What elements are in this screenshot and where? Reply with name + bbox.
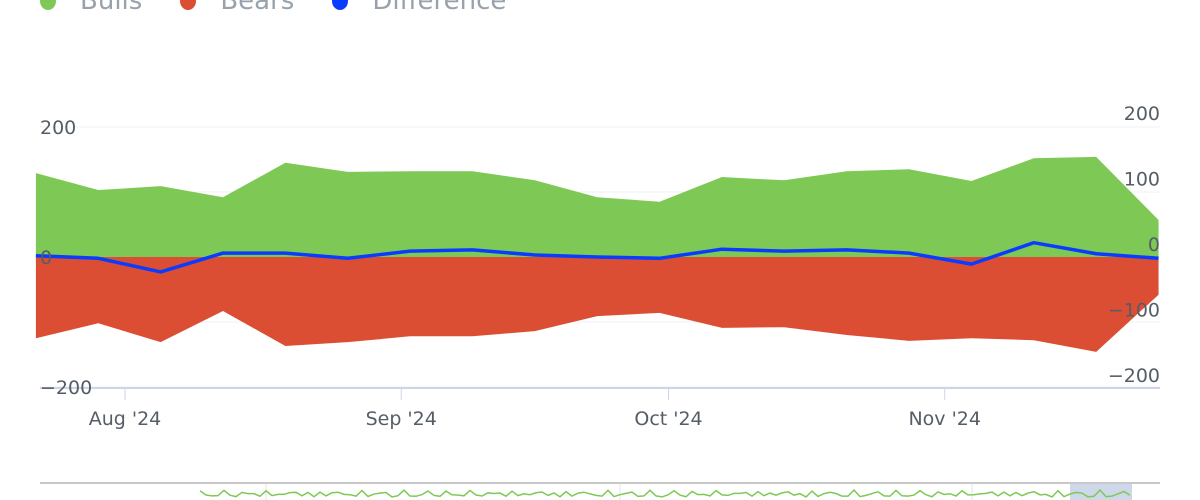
y-left-tick-label: 200: [40, 117, 76, 139]
legend-item-bulls[interactable]: Bulls: [40, 0, 142, 16]
y-right-tick-label: −100: [1108, 300, 1160, 322]
y-left-tick-label: −200: [40, 377, 92, 399]
legend-label: Difference: [372, 0, 507, 16]
x-tick-label: Sep '24: [366, 408, 437, 430]
legend-item-difference[interactable]: Difference: [332, 0, 506, 16]
legend-label: Bulls: [80, 0, 143, 16]
legend: Bulls Bears Difference: [40, 0, 544, 16]
difference-line: [35, 240, 1159, 274]
bears-area: [35, 257, 1159, 352]
navigator-series: [199, 488, 1131, 498]
y-right-tick-label: 200: [1124, 103, 1160, 125]
legend-label: Bears: [220, 0, 295, 16]
x-tick-label: Nov '24: [908, 408, 981, 430]
bulls-area: [35, 156, 1159, 257]
y-right-tick-label: 0: [1148, 234, 1160, 256]
legend-item-bears[interactable]: Bears: [180, 0, 294, 16]
x-tick-label: Aug '24: [89, 408, 162, 430]
y-right-tick-label: 100: [1124, 169, 1160, 191]
y-left-tick-label: 0: [40, 247, 52, 269]
difference-marker-icon: [332, 0, 349, 10]
y-right-tick-label: −200: [1108, 365, 1160, 387]
x-tick-label: Oct '24: [634, 408, 702, 430]
bulls-marker-icon: [40, 0, 56, 10]
bears-marker-icon: [180, 0, 197, 10]
